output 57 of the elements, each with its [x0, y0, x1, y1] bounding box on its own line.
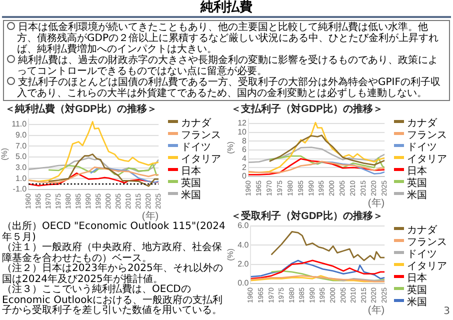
legend-label: ドイツ	[407, 249, 437, 260]
legend-label: ドイツ	[181, 142, 211, 153]
legend-label: ドイツ	[407, 142, 437, 153]
y-axis-title: (%)	[226, 141, 236, 154]
legend-label: 米国	[407, 190, 427, 201]
legend-label: フランス	[407, 237, 447, 248]
text: 支払利子のほとんどは国債の利払費である一方、受取利子の大部分は外為特会やGPIFの利子収入であり、これらの大半は外貨建てであるため、国内の金利変動とは必ずしも連動しない。	[16, 77, 442, 99]
legend-label: 英国	[181, 178, 201, 189]
y-tick-label: 8	[242, 136, 248, 146]
y-tick-label: 6	[242, 145, 248, 154]
y-tick-label: 10	[238, 127, 248, 136]
y-axis-title: (%)	[0, 148, 10, 160]
legend-label: カナダ	[407, 118, 437, 129]
y-tick-label: 11.0	[12, 120, 28, 129]
text: （出所）OECD "Economic Outlook 115"(2024年５月)	[2, 221, 226, 242]
y-tick-label: 3.0	[15, 162, 28, 172]
legend-label: 日本	[407, 273, 427, 284]
legend-label: イタリア	[407, 154, 447, 165]
y-tick-label: -1.0	[12, 184, 28, 194]
legend-label: 日本	[407, 166, 427, 177]
legend-label: 日本	[181, 166, 201, 177]
legend-label: フランス	[407, 130, 447, 141]
text: 日本は低金利環境が続いてきたこともあり、他の主要国と比較して純利払費は低い水準。他方、債務残高がGDPの２倍以上に累積するなど厳しい状況にある中、ひとたび金利が上昇すれば、純利払費増加へのインパクトは大きい。	[16, 22, 440, 55]
y-tick-label: 9.0	[15, 130, 28, 140]
y-tick-label: 0.0	[238, 278, 250, 288]
legend-label: 英国	[407, 178, 427, 189]
y-tick-label: 2.0	[238, 259, 250, 268]
chart-title: ＜支払利子（対GDP比）の推移＞	[231, 102, 383, 115]
y-tick-label: 6.0	[238, 221, 250, 230]
text: 純利払費	[2, 0, 451, 18]
legend-label: カナダ	[181, 118, 211, 129]
y-tick-label: 5.0	[15, 152, 28, 162]
x-axis-title: (年)	[368, 196, 385, 209]
legend-label: カナダ	[407, 225, 437, 236]
legend-label: イタリア	[407, 261, 447, 272]
text: （注３）ここでいう純利払費は、OECDのEconomic Outlookにおける、一般政府の支払利子から受取利子を差し引いた数値を用いている。	[2, 284, 224, 316]
y-tick-label: 4	[242, 154, 248, 163]
y-tick-label: 7.0	[15, 141, 28, 150]
text: （注２）日本は2023年から2025年、それ以外の国は2024年及び2025年が推計値。	[2, 263, 224, 284]
legend-label: 米国	[181, 190, 201, 201]
text: 3	[444, 306, 450, 316]
legend-label: 米国	[407, 297, 427, 308]
legend-label: 英国	[407, 285, 427, 296]
y-tick-label: 1.0	[15, 174, 28, 183]
y-tick-label: 2	[242, 162, 248, 172]
chart-title: ＜受取利子（対GDP比）の推移＞	[231, 210, 383, 222]
y-axis-title: (%)	[226, 248, 236, 261]
y-tick-label: 12	[238, 118, 248, 128]
x-axis-title: (年)	[368, 304, 385, 316]
text: 純利払費は、過去の財政赤字の大きさや長期金利の変動に影響を受けるものであり、政策によってコントロールできるものではない点に留意が必要。	[16, 55, 438, 77]
text: （注１）一般政府（中央政府、地方政府、社会保障基金を合わせたもの）ベース。	[2, 242, 223, 264]
chart-title: ＜純利払費（対GDP比）の推移＞	[5, 102, 157, 115]
legend-label: フランス	[181, 130, 221, 141]
y-tick-label: 4.0	[238, 240, 250, 250]
x-axis-title: (年)	[142, 210, 159, 222]
legend-label: イタリア	[181, 154, 221, 165]
y-tick-label: 0	[242, 172, 248, 181]
